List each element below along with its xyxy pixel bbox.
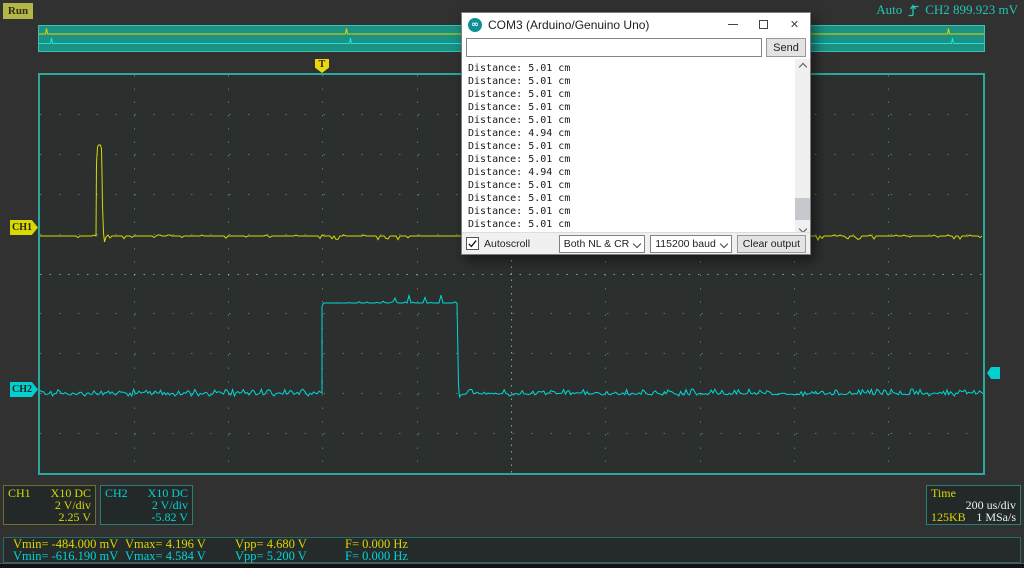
check-icon — [468, 240, 477, 248]
serial-line: Distance: 5.01 cm — [468, 193, 571, 204]
timebase-label: Time — [931, 486, 956, 500]
grid-line — [40, 392, 983, 394]
serial-line: Distance: 5.01 cm — [468, 141, 571, 152]
ch2-freq: F= 0.000 Hz — [345, 549, 408, 563]
send-button[interactable]: Send — [766, 38, 806, 57]
trigger-position-marker[interactable]: T — [315, 59, 329, 73]
chevron-down-icon — [633, 239, 642, 248]
serial-line: Distance: 4.94 cm — [468, 128, 571, 139]
ch1-vpp: Vpp= 4.680 V — [235, 537, 307, 551]
autoscroll-checkbox[interactable] — [466, 237, 479, 250]
ch1-name: CH1 — [8, 486, 31, 500]
grid-line — [40, 313, 983, 315]
grid-line — [40, 432, 983, 434]
serial-options-bar: Autoscroll Both NL & CR 115200 baud Clea… — [462, 232, 810, 254]
ch2-settings-box: CH2 X10 DC 2 V/div -5.82 V — [100, 485, 193, 525]
run-status-badge: Run — [3, 3, 33, 19]
ch1-scale: 2 V/div — [54, 498, 91, 512]
line-ending-select[interactable]: Both NL & CR — [558, 234, 646, 253]
arduino-app-icon: ∞ — [468, 17, 482, 32]
ch1-probe: X10 DC — [50, 486, 91, 500]
serial-monitor-window[interactable]: ∞ COM3 (Arduino/Genuino Uno) ✕ Send Dist… — [461, 12, 811, 255]
serial-line: Distance: 5.01 cm — [468, 219, 571, 230]
ch2-name: CH2 — [105, 486, 128, 500]
close-icon[interactable]: ✕ — [789, 19, 800, 31]
scroll-up-icon[interactable] — [795, 59, 810, 74]
ch1-settings-box: CH1 X10 DC 2 V/div 2.25 V — [3, 485, 96, 525]
serial-line: Distance: 5.01 cm — [468, 206, 571, 217]
screen-bottom-edge — [0, 563, 1024, 568]
grid-line — [605, 75, 607, 473]
chevron-down-icon — [719, 239, 729, 248]
trigger-status: Auto CH2 899.923 mV — [876, 2, 1018, 18]
ch2-probe: X10 DC — [147, 486, 188, 500]
grid-line — [40, 353, 983, 355]
ch1-vmin: Vmin= -484.000 mV — [13, 537, 119, 551]
ch2-position-marker[interactable]: CH2 — [10, 382, 38, 397]
ch2-position: -5.82 V — [151, 510, 188, 524]
trigger-level-marker[interactable] — [987, 367, 1000, 379]
sample-rate: 1 MSa/s — [976, 510, 1016, 524]
grid-line — [40, 273, 983, 275]
ch1-measurements: Vmin= -484.000 mV Vmax= 4.196 V Vpp= 4.6… — [4, 537, 1020, 551]
ch2-waveform — [40, 293, 983, 399]
ch2-measurements: Vmin= -616.190 mV Vmax= 4.584 V Vpp= 5.2… — [4, 549, 1020, 563]
autoscroll-label: Autoscroll — [484, 237, 531, 250]
maximize-icon[interactable] — [748, 13, 779, 36]
baud-rate-value: 115200 baud — [655, 237, 716, 250]
ch1-vmax: Vmax= 4.196 V — [125, 537, 206, 551]
serial-send-row: Send — [462, 36, 810, 59]
serial-lines: Distance: 5.01 cm Distance: 5.01 cm Distan… — [468, 62, 810, 231]
overview-ch1-trace — [39, 28, 984, 35]
serial-line: Distance: 5.01 cm — [468, 102, 571, 113]
trigger-source-label: CH2 899.923 mV — [925, 2, 1018, 17]
grid-line — [793, 75, 795, 473]
grid-line — [699, 75, 701, 473]
grid-line — [888, 75, 890, 473]
serial-line: Distance: 5.01 cm — [468, 115, 571, 126]
window-title: COM3 (Arduino/Genuino Uno) — [488, 17, 650, 32]
serial-output-area[interactable]: Distance: 5.01 cm Distance: 5.01 cm Distan… — [462, 59, 810, 236]
window-title-bar[interactable]: ∞ COM3 (Arduino/Genuino Uno) ✕ — [462, 13, 810, 36]
overview-ch2-trace — [39, 37, 984, 44]
measurement-bar: Vmin= -484.000 mV Vmax= 4.196 V Vpp= 4.6… — [3, 537, 1021, 563]
ch2-vmin: Vmin= -616.190 mV — [13, 549, 119, 563]
line-ending-value: Both NL & CR — [563, 237, 630, 250]
trigger-mode-label: Auto — [876, 2, 903, 17]
clear-output-button[interactable]: Clear output — [736, 234, 806, 253]
timebase-value: 200 us/div — [965, 498, 1016, 512]
rising-edge-trigger-icon — [908, 3, 919, 16]
minimize-icon[interactable] — [717, 13, 748, 36]
ch2-vmax: Vmax= 4.584 V — [125, 549, 206, 563]
ch1-position-marker[interactable]: CH1 — [10, 220, 38, 235]
ch1-position: 2.25 V — [58, 510, 91, 524]
serial-line: Distance: 4.94 cm — [468, 167, 571, 178]
ch1-freq: F= 0.000 Hz — [345, 537, 408, 551]
ch2-scale: 2 V/div — [151, 498, 188, 512]
scrollbar[interactable] — [795, 59, 810, 236]
serial-line: Distance: 5.01 cm — [468, 76, 571, 87]
baud-rate-select[interactable]: 115200 baud — [650, 234, 732, 253]
serial-line: Distance: 5.01 cm — [468, 180, 571, 191]
serial-input[interactable] — [466, 38, 762, 57]
scrollbar-thumb[interactable] — [795, 198, 810, 220]
serial-line: Distance: 5.01 cm — [468, 154, 571, 165]
memory-depth: 125KB — [931, 510, 966, 524]
ch2-vpp: Vpp= 5.200 V — [235, 549, 307, 563]
timebase-box: Time 200 us/div 125KB 1 MSa/s — [926, 485, 1021, 525]
serial-line: Distance: 5.01 cm — [468, 89, 571, 100]
serial-line: Distance: 5.01 cm — [468, 63, 571, 74]
